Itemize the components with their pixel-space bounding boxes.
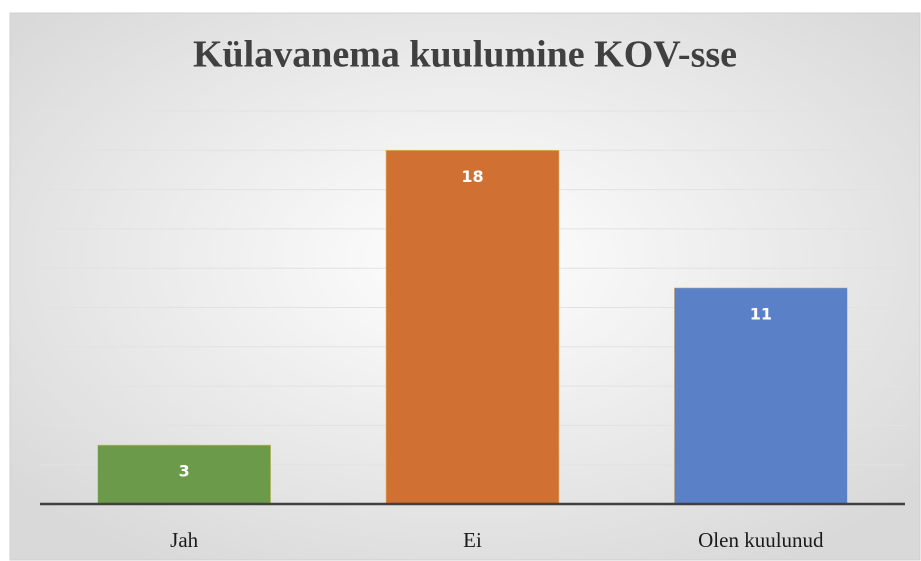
bar bbox=[674, 287, 848, 505]
value-label: 3 bbox=[179, 462, 190, 481]
x-tick-label: Jah bbox=[170, 528, 198, 552]
bar bbox=[385, 150, 560, 505]
x-tick-label: Ei bbox=[463, 528, 482, 552]
value-label: 11 bbox=[750, 304, 772, 323]
value-label: 18 bbox=[461, 167, 483, 186]
x-tick-label: Olen kuulunud bbox=[698, 528, 824, 552]
chart-title: Külavanema kuulumine KOV-sse bbox=[193, 34, 737, 76]
bar bbox=[97, 444, 271, 505]
